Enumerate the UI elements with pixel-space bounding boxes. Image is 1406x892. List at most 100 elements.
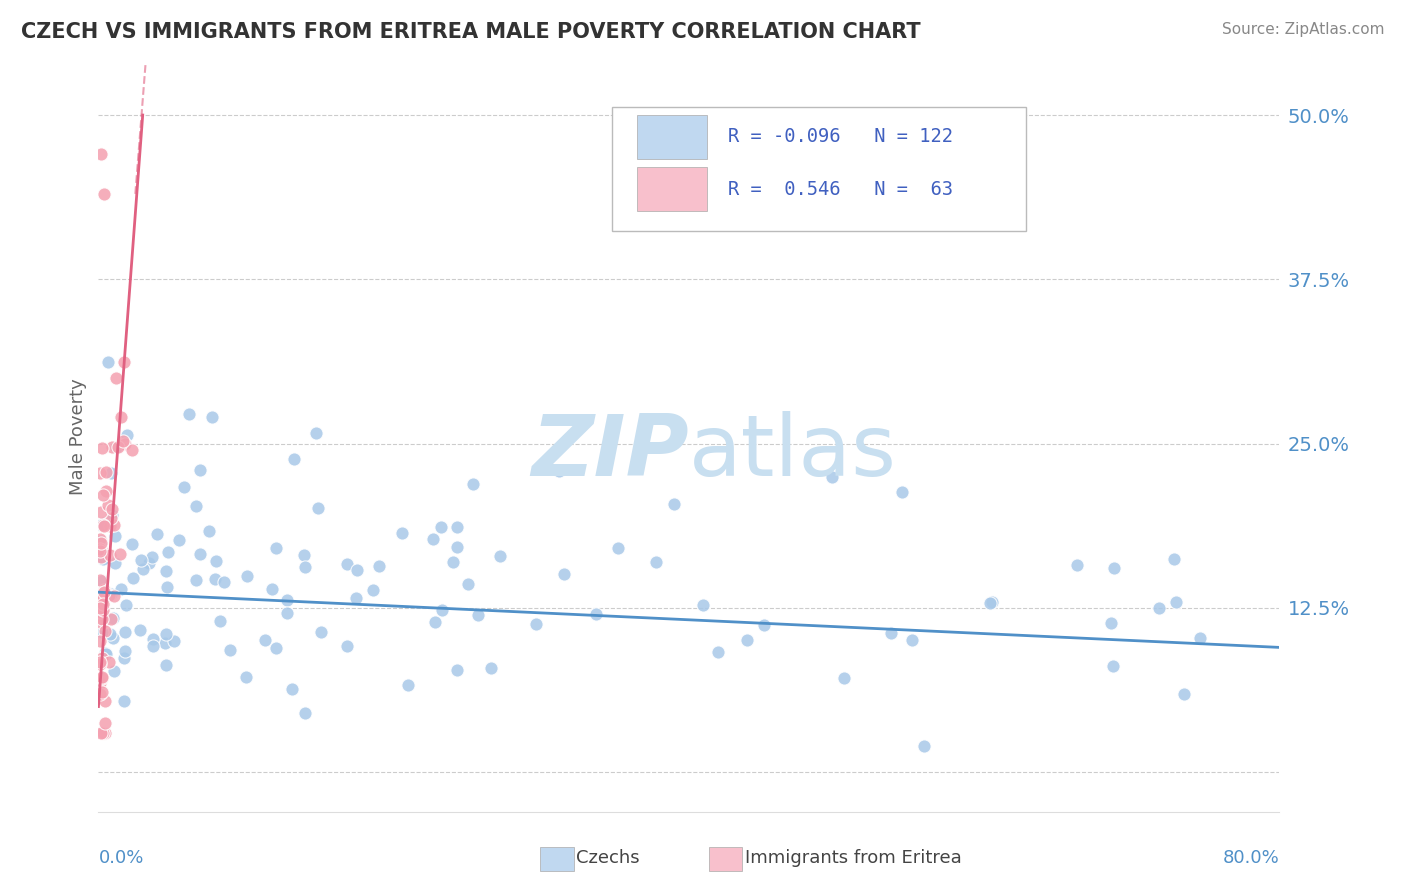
Point [752,617,775,632]
Point [93,716,115,731]
Point [96,484,118,499]
Point [100,612,122,626]
Point [94,694,117,708]
Point [832,671,855,685]
Point [235,670,257,684]
Point [90,726,112,740]
Point [430,603,453,617]
Point [114,436,136,450]
Point [692,598,714,612]
Point [644,555,666,569]
Point [163,634,186,648]
Point [264,541,287,555]
Text: atlas: atlas [689,410,897,493]
Point [114,644,136,658]
Point [236,569,259,583]
Point [1173,687,1195,701]
Point [93,186,115,201]
Point [276,592,298,607]
Point [979,596,1001,610]
FancyBboxPatch shape [637,167,707,211]
Point [197,524,219,538]
Point [890,485,912,500]
Point [90,534,112,549]
Point [294,706,316,721]
Point [91,603,114,617]
Point [90,549,112,564]
Point [188,462,211,476]
Point [707,645,730,659]
Point [91,726,114,740]
Point [93,582,115,597]
Point [98,655,121,669]
Point [153,636,176,650]
Point [96,465,118,479]
Text: CZECH VS IMMIGRANTS FROM ERITREA MALE POVERTY CORRELATION CHART: CZECH VS IMMIGRANTS FROM ERITREA MALE PO… [21,22,921,42]
Point [142,639,165,653]
Point [91,611,114,625]
Point [307,500,329,515]
Point [93,585,115,599]
Point [662,497,685,511]
FancyBboxPatch shape [612,107,1025,231]
Point [336,640,359,654]
Point [91,685,114,699]
Point [281,681,304,696]
Point [89,687,111,701]
Text: Czechs: Czechs [576,849,640,867]
Point [90,624,112,639]
Point [368,559,391,574]
Point [167,533,190,548]
Point [89,601,111,615]
Point [90,147,112,161]
Point [184,574,207,588]
Point [103,632,125,646]
Point [91,589,114,603]
Point [98,627,121,641]
Point [89,655,111,669]
Point [335,558,357,572]
Point [981,595,1004,609]
Point [1102,659,1125,673]
Point [121,442,143,457]
Point [100,587,122,601]
Point [90,442,112,456]
Point [155,657,177,672]
Text: 0.0%: 0.0% [98,848,143,866]
Point [110,547,132,561]
Point [735,632,758,647]
Point [391,525,413,540]
Point [912,739,935,753]
Point [101,502,124,516]
Y-axis label: Male Poverty: Male Poverty [69,379,87,495]
Point [880,625,903,640]
Point [91,597,114,611]
Point [129,623,152,637]
Point [205,554,228,568]
Point [212,574,235,589]
Point [90,591,112,606]
Point [422,533,444,547]
Point [103,665,125,679]
Point [105,371,128,385]
Text: ZIP: ZIP [531,410,689,493]
Point [90,615,112,630]
Point [89,657,111,671]
Point [184,499,207,513]
Point [155,627,177,641]
Point [100,466,122,480]
Point [1189,631,1212,645]
Point [157,545,180,559]
Point [179,407,201,421]
Point [98,589,121,603]
Point [138,556,160,570]
Point [294,560,316,574]
Point [90,671,112,685]
Point [93,487,115,501]
Point [141,550,163,565]
Point [90,536,112,550]
Point [467,608,489,623]
Point [201,409,224,424]
Point [122,572,145,586]
Point [93,552,115,566]
